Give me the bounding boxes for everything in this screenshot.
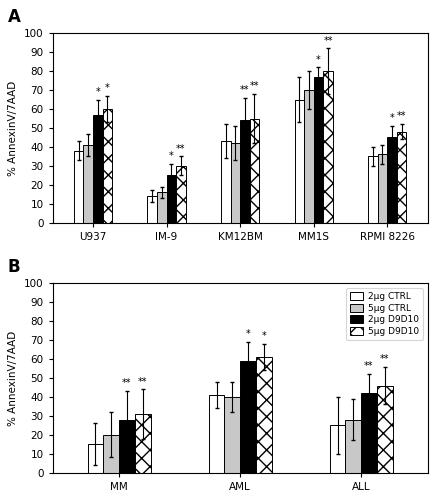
Text: B: B [7,258,20,276]
Text: *: * [105,83,110,93]
Bar [176,166,186,222]
Bar [231,143,240,222]
Bar [377,386,392,472]
Text: **: ** [250,81,259,91]
Bar [368,156,378,222]
Text: **: ** [364,362,374,372]
Text: *: * [390,114,395,124]
Text: *: * [261,331,266,341]
Bar [250,118,259,222]
Y-axis label: % AnnexinV/7AAD: % AnnexinV/7AAD [8,80,18,176]
Bar [304,90,313,222]
Text: **: ** [138,376,147,386]
Bar [378,154,387,222]
Text: **: ** [380,354,389,364]
Bar [119,420,135,472]
Text: **: ** [323,36,333,46]
Bar [135,414,150,472]
Text: **: ** [176,144,186,154]
Text: **: ** [397,112,406,122]
Bar [387,138,397,222]
Bar [147,196,157,222]
Bar [323,71,333,223]
Text: A: A [7,8,20,26]
Text: **: ** [240,85,250,95]
Bar [330,426,345,472]
Bar [345,420,361,472]
Bar [157,192,167,222]
Text: *: * [95,87,100,97]
Bar [103,435,119,472]
Bar [88,444,103,472]
Bar [240,120,250,222]
Bar [240,361,256,472]
Legend: 2μg CTRL, 5μg CTRL, 2μg D9D10, 5μg D9D10: 2μg CTRL, 5μg CTRL, 2μg D9D10, 5μg D9D10 [346,288,423,340]
Bar [313,77,323,223]
Bar [209,395,225,472]
Bar [256,357,272,472]
Bar [361,393,377,472]
Bar [295,100,304,222]
Bar [397,132,406,222]
Bar [167,176,176,222]
Bar [102,109,112,222]
Bar [221,141,231,222]
Bar [74,150,83,222]
Bar [83,145,93,222]
Text: *: * [245,329,250,339]
Text: **: ** [122,378,132,388]
Text: *: * [316,54,321,64]
Bar [93,114,102,222]
Text: *: * [169,151,174,161]
Bar [225,397,240,472]
Y-axis label: % AnnexinV/7AAD: % AnnexinV/7AAD [8,330,18,426]
